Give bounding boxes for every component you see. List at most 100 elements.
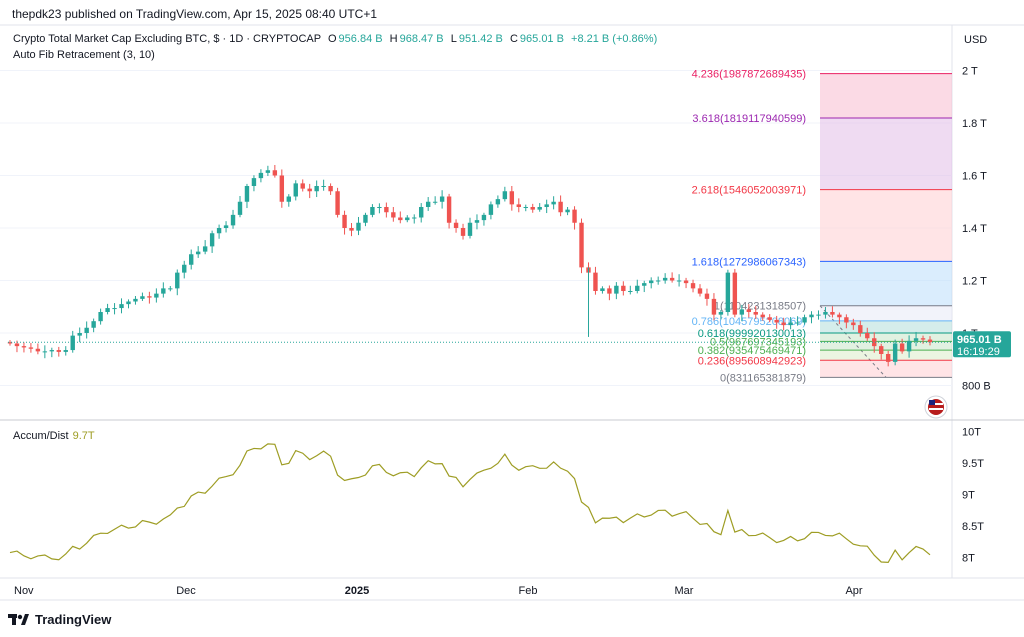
candle xyxy=(788,322,793,326)
candle xyxy=(258,172,264,179)
publisher-header: thepdk23 published on TradingView.com, A… xyxy=(12,7,378,21)
candle xyxy=(474,220,480,223)
fib-level-label: 0.236(895608942923) xyxy=(698,355,806,367)
ad-tick-label: 8T xyxy=(962,553,975,565)
candle xyxy=(690,283,696,289)
candle xyxy=(649,280,654,284)
candle xyxy=(913,338,919,341)
accum-dist-value: 9.7T xyxy=(72,430,95,442)
candle xyxy=(133,298,138,302)
candle xyxy=(147,296,152,298)
candle xyxy=(767,317,772,320)
candle xyxy=(272,170,278,176)
candle xyxy=(356,222,361,231)
currency-label[interactable]: USD xyxy=(964,34,988,46)
fib-zone xyxy=(820,360,952,378)
candle xyxy=(405,217,410,221)
candle xyxy=(244,186,250,202)
time-tick-label: Apr xyxy=(845,585,862,597)
candle xyxy=(816,314,821,316)
candle xyxy=(189,254,194,265)
candle xyxy=(279,175,285,202)
candle xyxy=(419,207,424,218)
candle xyxy=(851,322,856,326)
time-tick-label: Nov xyxy=(14,585,34,597)
candle xyxy=(655,280,661,282)
candle xyxy=(676,280,682,282)
candle xyxy=(154,293,159,298)
candle xyxy=(328,186,333,192)
candle xyxy=(168,288,173,290)
price-tick-label: 1.8 T xyxy=(962,118,987,130)
candle xyxy=(753,312,758,315)
accum-dist-line xyxy=(9,443,931,563)
low-label: L xyxy=(450,33,457,45)
candle xyxy=(927,339,933,343)
candle xyxy=(885,354,891,362)
candle xyxy=(683,280,689,284)
open-label: O xyxy=(327,33,337,45)
time-axis[interactable]: Nov Dec 2025 Feb Mar Apr xyxy=(14,585,863,597)
candle xyxy=(377,207,382,208)
ad-tick-label: 9.5T xyxy=(962,458,984,470)
ad-tick-label: 9T xyxy=(962,490,975,502)
time-tick-label: Mar xyxy=(675,585,694,597)
fib-zone xyxy=(820,261,952,306)
footer-brand-label: TradingView xyxy=(35,612,112,627)
fib-level-label: 0.5(967697345193) xyxy=(710,336,806,348)
fib-zone xyxy=(820,333,952,342)
candle xyxy=(432,201,438,203)
candle xyxy=(509,191,515,205)
candle xyxy=(223,225,229,228)
time-tick-label: Feb xyxy=(519,585,538,597)
price-gridlines xyxy=(0,70,952,386)
candle xyxy=(35,348,41,352)
candle xyxy=(140,296,145,299)
candle xyxy=(453,222,459,228)
candle xyxy=(119,304,124,309)
candle xyxy=(572,209,577,223)
candle xyxy=(112,308,117,310)
accum-dist-name: Accum/Dist xyxy=(13,430,69,442)
fib-retracement: 4.236(1987872689435) 3.618(1819117940599)… xyxy=(692,69,952,384)
candle xyxy=(175,272,180,289)
indicator-legend[interactable]: Auto Fib Retracement (3, 10) xyxy=(13,49,155,61)
price-tag-value: 965.01 B xyxy=(957,334,1002,346)
candle xyxy=(523,207,528,208)
candle xyxy=(14,343,20,347)
candle xyxy=(321,186,326,187)
candle xyxy=(662,277,668,281)
candle xyxy=(21,346,27,348)
candle xyxy=(126,301,131,305)
fib-zone xyxy=(820,73,952,119)
candle xyxy=(558,201,563,213)
flag-icon[interactable] xyxy=(924,395,948,419)
low-value: 951.42 B xyxy=(458,33,503,45)
candle xyxy=(363,214,368,223)
fib-level-label: 1.618(1272986067343) xyxy=(692,256,806,268)
price-tick-label: 2 T xyxy=(962,66,978,78)
candle xyxy=(488,204,494,215)
price-tick-label: 1.2 T xyxy=(962,276,987,288)
candle xyxy=(774,319,779,323)
candle xyxy=(823,312,828,315)
candle xyxy=(56,350,61,352)
footer-brand[interactable]: TradingView xyxy=(8,612,111,627)
candle xyxy=(711,298,717,315)
candle xyxy=(230,214,236,226)
fib-level-label: 4.236(1987872689435) xyxy=(692,69,806,81)
candle xyxy=(697,288,703,294)
candle xyxy=(300,183,305,189)
fib-zone xyxy=(820,118,952,190)
tradingview-logo-icon xyxy=(8,614,29,625)
candle xyxy=(342,214,347,228)
price-tick-label: 1.6 T xyxy=(962,171,987,183)
candle xyxy=(251,178,257,186)
symbol-title[interactable]: Crypto Total Market Cap Excluding BTC, $… xyxy=(13,33,321,45)
fib-level-label: 2.618(1546052003971) xyxy=(692,185,806,197)
candle xyxy=(739,309,745,315)
candle xyxy=(446,196,452,223)
candle xyxy=(439,196,445,202)
